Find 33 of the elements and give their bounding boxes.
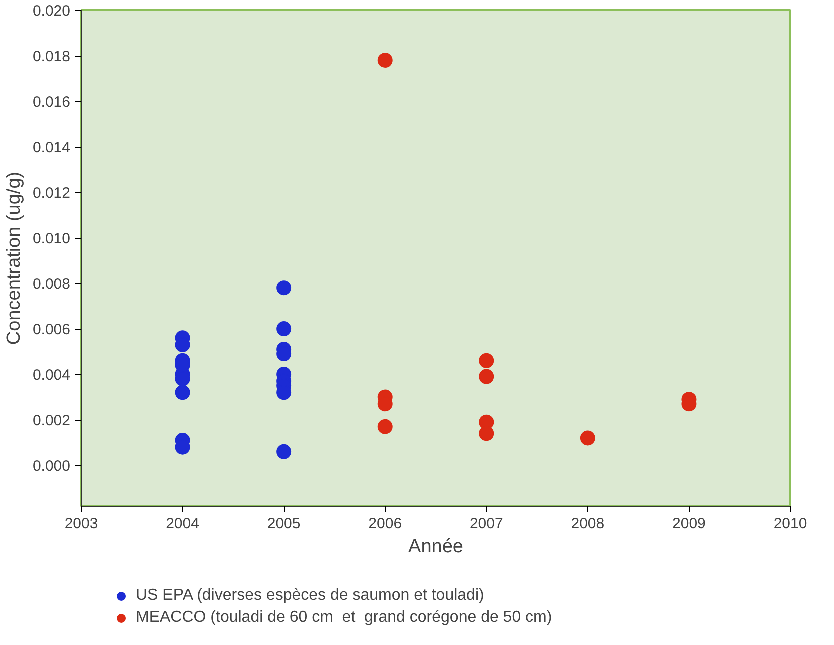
y-tick-label: 0.018 bbox=[32, 48, 71, 66]
point bbox=[378, 419, 393, 434]
x-tick-label: 2006 bbox=[368, 516, 402, 532]
y-tick-label: 0.012 bbox=[32, 185, 71, 202]
y-tick-label: 0.006 bbox=[32, 322, 71, 339]
y-tick-label: 0.000 bbox=[32, 458, 71, 476]
point bbox=[175, 385, 190, 400]
y-tick-label: 0.016 bbox=[32, 94, 71, 112]
point bbox=[276, 280, 292, 296]
x-tick-label: 2007 bbox=[470, 516, 504, 532]
x-axis-title: Année bbox=[408, 536, 464, 558]
y-tick-label: 0.010 bbox=[32, 230, 71, 248]
point bbox=[479, 369, 494, 384]
point bbox=[580, 430, 596, 446]
point bbox=[276, 444, 292, 460]
x-tick-label: 2003 bbox=[64, 516, 98, 532]
point bbox=[479, 353, 494, 368]
point bbox=[276, 322, 292, 337]
y-tick-label: 0.002 bbox=[32, 412, 71, 430]
x-tick-label: 2005 bbox=[267, 516, 301, 532]
x-tick-label: 2010 bbox=[774, 516, 808, 532]
legend-label: US EPA (diverses espèces de saumon et touladi) bbox=[136, 587, 484, 605]
x-tick-label: 2008 bbox=[571, 516, 605, 532]
x-tick-label: 2009 bbox=[672, 516, 706, 532]
y-axis-title: Concentration (ug/g) bbox=[4, 172, 25, 346]
legend-label: MEACCO (touladi de 60 cm et grand corégone de 50 cm) bbox=[136, 609, 552, 627]
x-tick-label: 2004 bbox=[166, 516, 200, 532]
y-tick-label: 0.004 bbox=[32, 367, 71, 384]
point bbox=[378, 53, 393, 68]
point bbox=[479, 426, 494, 442]
y-tick-label: 0.008 bbox=[32, 276, 71, 294]
y-tick-label: 0.020 bbox=[32, 3, 71, 20]
y-tick-label: 0.014 bbox=[32, 140, 71, 157]
